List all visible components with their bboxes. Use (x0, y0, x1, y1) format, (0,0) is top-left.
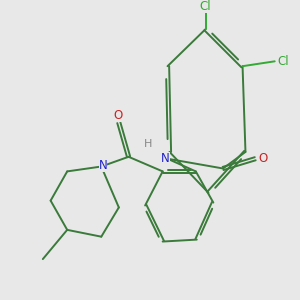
Text: O: O (258, 152, 267, 165)
Text: O: O (114, 109, 123, 122)
Text: Cl: Cl (200, 0, 211, 13)
Text: N: N (99, 159, 107, 172)
Text: H: H (144, 139, 152, 149)
Text: N: N (161, 152, 170, 165)
Text: Cl: Cl (277, 55, 289, 68)
